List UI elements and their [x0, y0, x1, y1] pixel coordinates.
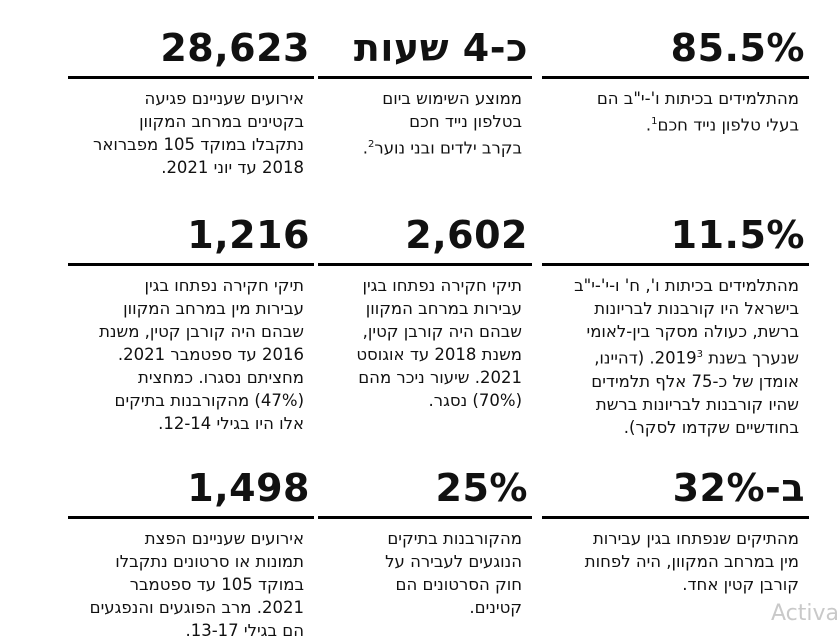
stat-card-smartphone-ownership: 85.5% מהתלמידים בכיתות ו'-י"ב הם בעלי טל… — [542, 26, 809, 137]
stat-description: אירועים שעניינם הפצת תמונות או סרטונים נ… — [89, 529, 304, 640]
divider — [318, 516, 532, 519]
stat-card-daily-usage: כ-4 שעות ממוצע השימוש ביום בטלפון נייד ח… — [318, 26, 532, 160]
stat-description: מהתלמידים בכיתות ו'-י"ב הם בעלי טלפון ני… — [596, 89, 799, 135]
stat-card-sexual-offense-files: 1,216 תיקי חקירה נפתחו בגין עבירות מין ב… — [68, 213, 314, 435]
stat-value: 1,498 — [187, 466, 310, 510]
stat-card-minor-victim-share: ב-32% מהתיקים שנפתחו בגין עבירות מין במר… — [542, 466, 809, 596]
stat-value: 11.5% — [670, 213, 805, 257]
divider — [318, 76, 532, 79]
stat-value: 25% — [435, 466, 528, 510]
stat-description: מהתיקים שנפתחו בגין עבירות מין במרחב המק… — [584, 529, 799, 594]
stat-value: 2,602 — [405, 213, 528, 257]
stat-description: אירועים שעניינם פגיעה בקטינים במרחב המקו… — [93, 89, 304, 177]
stat-description: תיקי חקירה נפתחו בגין עבירות במרחב המקוו… — [356, 276, 522, 410]
stat-value: כ-4 שעות — [353, 26, 528, 70]
divider — [542, 76, 809, 79]
stat-card-cyberbullying-victims: 11.5% מהתלמידים בכיתות ו', ח' ו-י'-י"ב ב… — [542, 213, 809, 439]
stat-description: תיקי חקירה נפתחו בגין עבירות מין במרחב ה… — [99, 276, 304, 433]
stat-value: ב-32% — [672, 466, 805, 510]
divider — [68, 516, 314, 519]
divider — [68, 76, 314, 79]
divider — [318, 263, 532, 266]
stat-value: 85.5% — [670, 26, 805, 70]
stat-card-video-law-victims: 25% מהקורבנות בתיקים הנוגעים לעבירה על ח… — [318, 466, 532, 619]
stat-value: 28,623 — [160, 26, 310, 70]
stat-description: מהתלמידים בכיתות ו', ח' ו-י'-י"ב בישראל … — [574, 276, 799, 437]
divider — [68, 263, 314, 266]
divider — [542, 516, 809, 519]
stat-card-reported-events: 28,623 אירועים שעניינם פגיעה בקטינים במר… — [68, 26, 314, 179]
stat-value: 1,216 — [187, 213, 310, 257]
stat-card-investigation-files: 2,602 תיקי חקירה נפתחו בגין עבירות במרחב… — [318, 213, 532, 412]
activation-watermark: Activa — [771, 601, 839, 626]
stat-description: מהקורבנות בתיקים הנוגעים לעבירה על חוק ה… — [385, 529, 522, 617]
stat-description: ממוצע השימוש ביום בטלפון נייד חכם בקרב י… — [362, 89, 522, 158]
stat-card-image-distribution: 1,498 אירועים שעניינם הפצת תמונות או סרט… — [68, 466, 314, 642]
divider — [542, 263, 809, 266]
